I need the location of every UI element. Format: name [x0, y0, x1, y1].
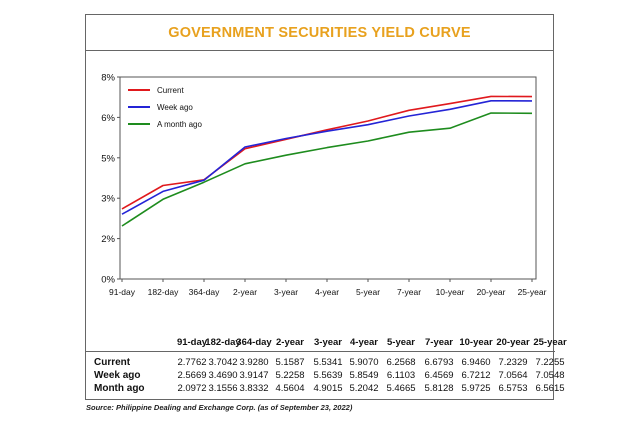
chart-frame: GOVERNMENT SECURITIES YIELD CURVE 0% 2% 3%… — [85, 14, 567, 400]
table-cell: 3.9147 — [239, 370, 269, 381]
y-tick-label: 8% — [101, 73, 115, 84]
y-tick-label: 3% — [101, 194, 115, 205]
table-cell: 6.5615 — [535, 383, 565, 394]
table-cell: 5.4665 — [386, 383, 416, 394]
table-cell: 2.0972 — [177, 383, 207, 394]
table-cell: 5.2042 — [349, 383, 379, 394]
table-cell: 6.9460 — [461, 357, 491, 368]
table-cell: 5.9725 — [461, 383, 491, 394]
table-cell: 2.5669 — [177, 370, 207, 381]
table-row-label: Month ago — [94, 383, 145, 394]
table-cell: 6.2568 — [386, 357, 416, 368]
table-header-cell: 364-day — [236, 337, 272, 348]
title-bar: GOVERNMENT SECURITIES YIELD CURVE — [86, 15, 553, 51]
yield-curve-chart: 0% 2% 3% 5% 6% 8% 91-day 182-day 364-day 2-year 3-… — [101, 73, 547, 298]
table-header-cell: 25-year — [533, 337, 567, 348]
x-tick-label: 5-year — [356, 287, 380, 297]
table-header-cell: 10-year — [459, 337, 493, 348]
table-cell: 6.4569 — [424, 370, 454, 381]
table-cell: 5.2258 — [275, 370, 305, 381]
table-cell: 3.9280 — [239, 357, 269, 368]
table-cell: 7.2255 — [535, 357, 565, 368]
y-tick-label: 0% — [101, 275, 115, 286]
table-cell: 7.0564 — [498, 370, 528, 381]
table-header-cell: 182-day — [205, 337, 241, 348]
x-tick-label: 10-year — [436, 287, 465, 297]
table-cell: 6.1103 — [386, 370, 416, 381]
table-cell: 7.2329 — [498, 357, 528, 368]
table-cell: 3.4690 — [208, 370, 238, 381]
table-row: Month ago 2.0972 3.1556 3.8332 4.5604 4.9015 5… — [86, 383, 565, 397]
x-tick-label: 3-year — [274, 287, 298, 297]
table-row: Week ago 2.5669 3.4690 3.9147 5.2258 5.5639 5.… — [86, 370, 565, 384]
legend-label: Current — [157, 86, 184, 95]
x-tick-label: 25-year — [518, 287, 547, 297]
source-note: Source: Philippine Dealing and Exchange … — [86, 403, 353, 412]
table-cell: 5.5341 — [313, 357, 343, 368]
table-cell: 5.5639 — [313, 370, 343, 381]
table-header-cell: 3-year — [314, 337, 342, 348]
x-tick-label: 7-year — [397, 287, 421, 297]
table-header: 91-day 182-day 364-day 2-year 3-year 4-year 5-… — [86, 337, 567, 352]
table-header-cell: 20-year — [496, 337, 530, 348]
table-header-cell: 5-year — [387, 337, 415, 348]
table-cell: 3.1556 — [208, 383, 238, 394]
x-tick-label: 364-day — [189, 287, 220, 297]
table-cell: 4.9015 — [313, 383, 343, 394]
y-tick-label: 2% — [101, 234, 115, 245]
plot-area — [119, 76, 537, 280]
chart-title: GOVERNMENT SECURITIES YIELD CURVE — [168, 24, 471, 41]
table-cell: 3.7042 — [208, 357, 238, 368]
series-line-a-month-ago — [121, 112, 533, 227]
x-tick-label: 2-year — [233, 287, 257, 297]
series-line-week-ago — [121, 100, 533, 215]
table-cell: 6.7212 — [461, 370, 491, 381]
table-cell: 5.8549 — [349, 370, 379, 381]
table-header-cell: 4-year — [350, 337, 378, 348]
x-tick-label: 182-day — [148, 287, 179, 297]
table-cell: 3.8332 — [239, 383, 269, 394]
table-cell: 6.6793 — [424, 357, 454, 368]
table-rule — [86, 351, 555, 352]
table-cell: 4.5604 — [275, 383, 305, 394]
table-header-cell: 2-year — [276, 337, 304, 348]
x-tick-label: 20-year — [477, 287, 506, 297]
x-tick-label: 91-day — [109, 287, 136, 297]
table-cell: 7.0548 — [535, 370, 565, 381]
legend-label: A month ago — [157, 120, 202, 129]
table-cell: 5.1587 — [275, 357, 305, 368]
legend-label: Week ago — [157, 103, 193, 112]
table-row-label: Current — [94, 357, 131, 368]
table-cell: 6.5753 — [498, 383, 528, 394]
y-tick-label: 5% — [101, 153, 115, 164]
table-header-cell: 7-year — [425, 337, 453, 348]
table-header-cell: 91-day — [176, 337, 208, 348]
table-cell: 5.9070 — [349, 357, 379, 368]
table-row-label: Week ago — [94, 370, 141, 381]
table-cell: 2.7762 — [177, 357, 207, 368]
y-tick-label: 6% — [101, 113, 115, 124]
table-row: Current 2.7762 3.7042 3.9280 5.1587 5.5341 5.9… — [86, 357, 565, 371]
x-tick-label: 4-year — [315, 287, 339, 297]
series-line-current — [121, 95, 533, 210]
table-cell: 5.8128 — [424, 383, 454, 394]
